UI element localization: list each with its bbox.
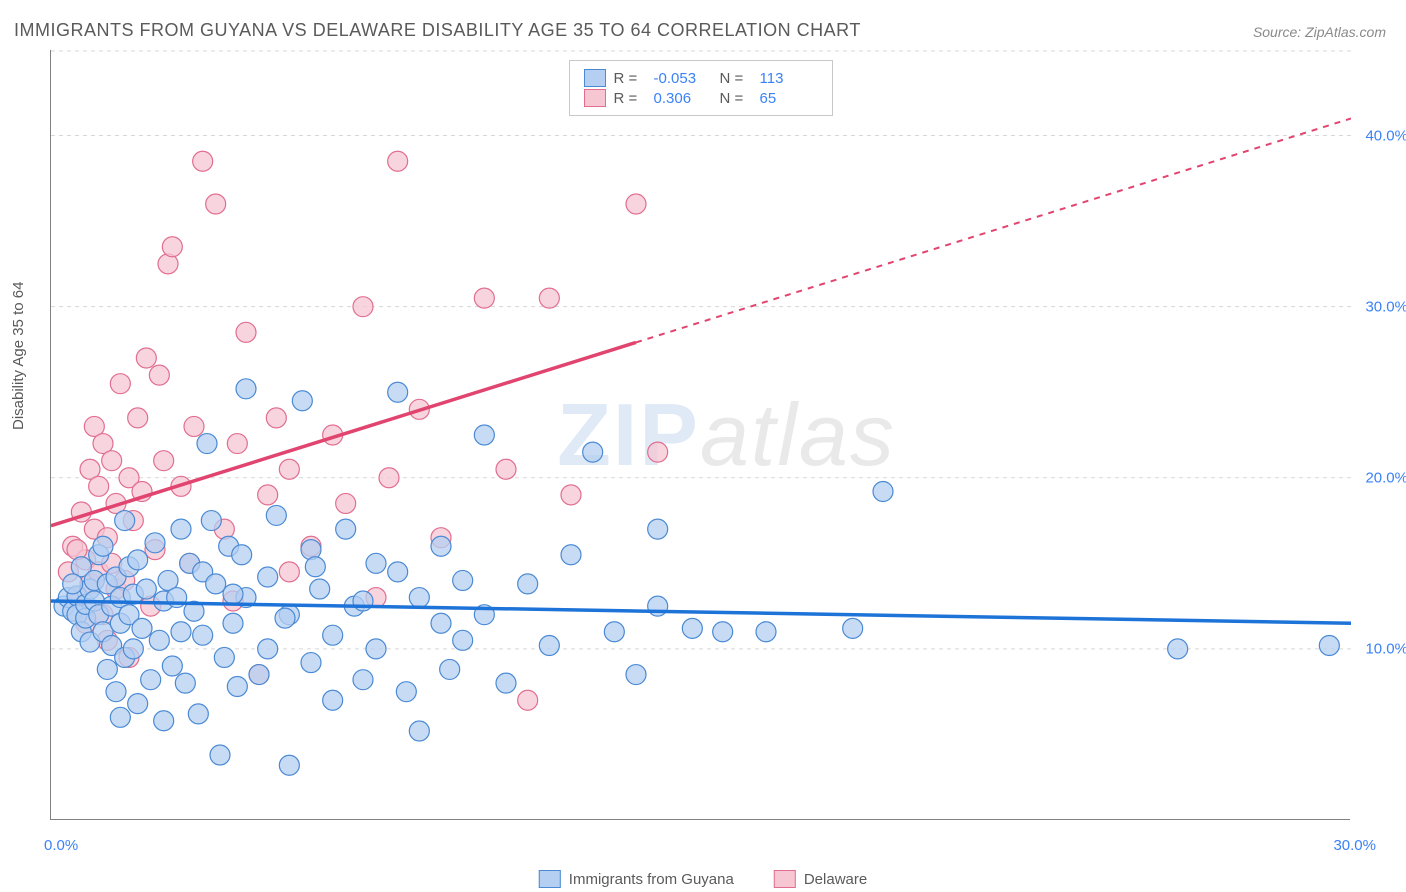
legend-swatch-series1 bbox=[539, 870, 561, 888]
stat-swatch-series2 bbox=[584, 89, 606, 107]
scatter-svg bbox=[51, 50, 1351, 820]
r-value-series1: -0.053 bbox=[654, 70, 712, 87]
chart-title: IMMIGRANTS FROM GUYANA VS DELAWARE DISAB… bbox=[14, 20, 861, 41]
n-value-series2: 65 bbox=[760, 90, 818, 107]
legend-item-series1: Immigrants from Guyana bbox=[539, 870, 734, 888]
stat-swatch-series1 bbox=[584, 69, 606, 87]
r-value-series2: 0.306 bbox=[654, 90, 712, 107]
plot-area: ZIPatlas R = -0.053 N = 113 R = 0.306 N … bbox=[50, 50, 1350, 820]
x-tick-0: 0.0% bbox=[44, 837, 78, 854]
y-tick-30: 30.0% bbox=[1365, 298, 1406, 315]
r-label2: R = bbox=[614, 90, 646, 107]
legend-item-series2: Delaware bbox=[774, 870, 867, 888]
stat-row-series2: R = 0.306 N = 65 bbox=[584, 89, 818, 107]
n-value-series1: 113 bbox=[760, 70, 818, 87]
legend-label-series2: Delaware bbox=[804, 871, 867, 888]
y-tick-10: 10.0% bbox=[1365, 640, 1406, 657]
n-label: N = bbox=[720, 70, 752, 87]
y-tick-40: 40.0% bbox=[1365, 127, 1406, 144]
legend-swatch-series2 bbox=[774, 870, 796, 888]
stat-legend: R = -0.053 N = 113 R = 0.306 N = 65 bbox=[569, 60, 833, 116]
r-label: R = bbox=[614, 70, 646, 87]
y-axis-label: Disability Age 35 to 64 bbox=[10, 282, 27, 430]
source-label: Source: ZipAtlas.com bbox=[1253, 24, 1386, 40]
stat-row-series1: R = -0.053 N = 113 bbox=[584, 69, 818, 87]
legend-label-series1: Immigrants from Guyana bbox=[569, 871, 734, 888]
bottom-legend: Immigrants from Guyana Delaware bbox=[539, 870, 867, 888]
y-tick-20: 20.0% bbox=[1365, 469, 1406, 486]
n-label2: N = bbox=[720, 90, 752, 107]
x-tick-30: 30.0% bbox=[1333, 837, 1376, 854]
